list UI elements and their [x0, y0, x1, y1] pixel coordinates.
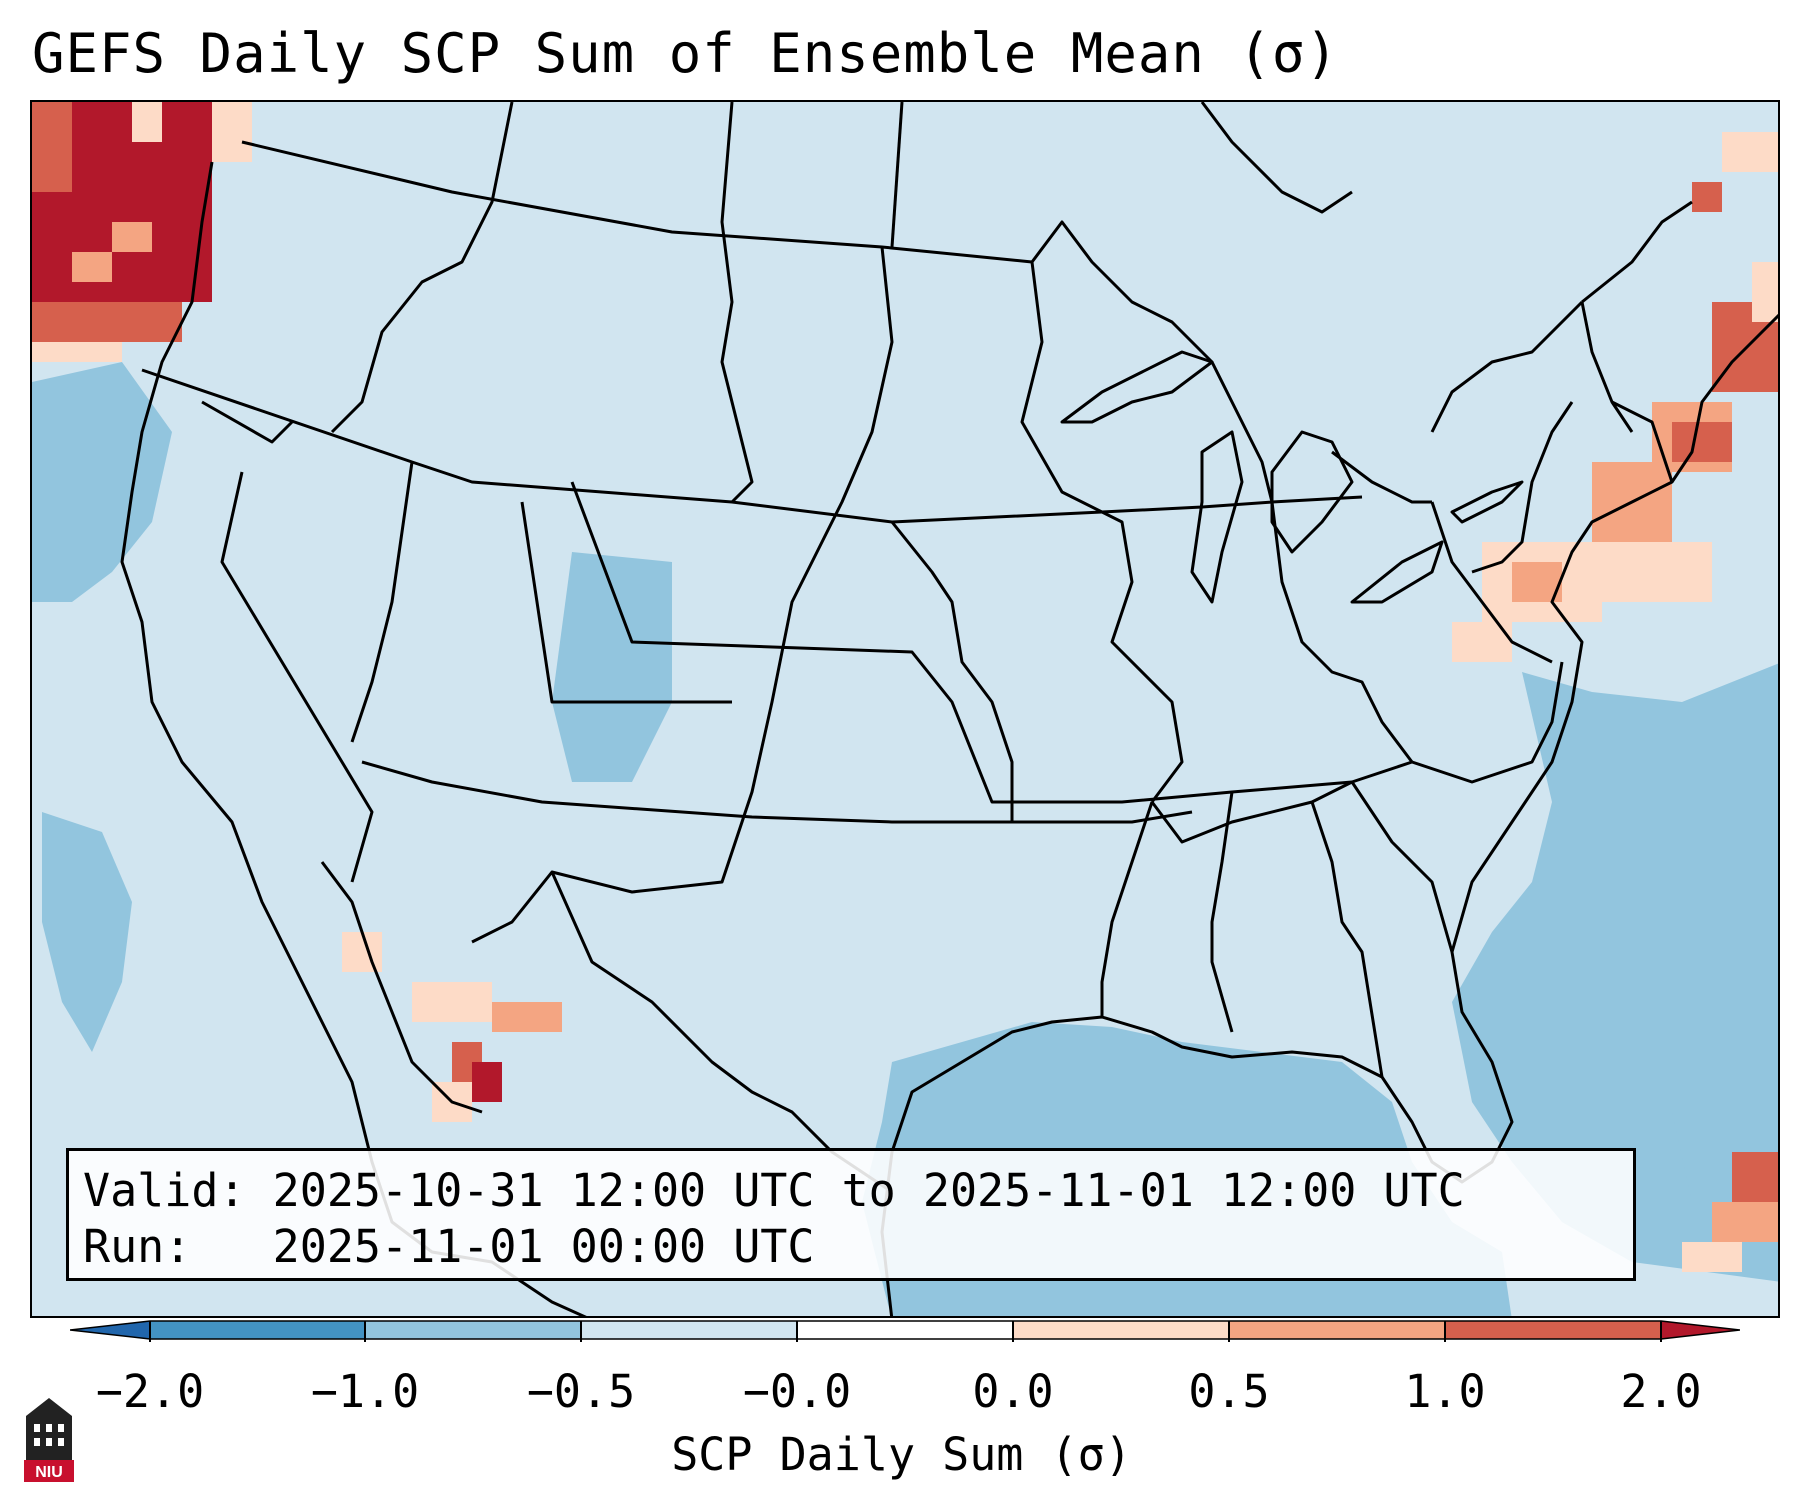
colorbar-label: SCP Daily Sum (σ) — [671, 1428, 1132, 1481]
colorbar-segment-4 — [797, 1321, 1013, 1339]
colorbar-segment-6 — [1229, 1321, 1445, 1339]
colorbar-tick-label: 0.5 — [1188, 1365, 1270, 1418]
map-canvas — [32, 102, 1778, 1316]
colorbar-tick-label: −0.5 — [526, 1365, 636, 1418]
state-boundaries — [141, 102, 1674, 1194]
logo-text: NIU — [35, 1464, 63, 1481]
colorbar-segment-7 — [1445, 1321, 1661, 1339]
map-title: GEFS Daily SCP Sum of Ensemble Mean (σ) — [32, 22, 1339, 85]
positive-anomaly-pacific-nw — [32, 102, 252, 362]
valid-time-text: Valid: 2025-10-31 12:00 UTC to 2025-11-0… — [83, 1164, 1465, 1217]
niu-logo: NIU — [24, 1398, 74, 1482]
positive-anomaly-caribbean — [1682, 1152, 1778, 1272]
valid-run-info-box: Valid: 2025-10-31 12:00 UTC to 2025-11-0… — [66, 1148, 1636, 1281]
colorbar-tick-label: −2.0 — [95, 1365, 205, 1418]
colorbar-tick-label: 0.0 — [972, 1365, 1054, 1418]
colorbar-tick-label: 2.0 — [1620, 1365, 1702, 1418]
colorbar-segment-2 — [365, 1321, 581, 1339]
colorbar-segment-5 — [1013, 1321, 1229, 1339]
colorbar-extend-low — [70, 1321, 150, 1339]
colorbar-tick-label: −0.0 — [742, 1365, 852, 1418]
colorbar-tick-label: 1.0 — [1404, 1365, 1486, 1418]
colorbar-extend-high — [1661, 1321, 1740, 1339]
map-panel — [30, 100, 1780, 1318]
run-time-text: Run: 2025-11-01 00:00 UTC — [83, 1220, 815, 1273]
colorbar-tick-label: −1.0 — [310, 1365, 420, 1418]
positive-anomaly-mexico — [342, 932, 562, 1122]
great-lakes — [1060, 350, 1524, 604]
colorbar-segment-3 — [581, 1321, 797, 1339]
positive-anomaly-northeast — [1452, 132, 1778, 662]
colorbar — [70, 1320, 1740, 1342]
colorbar-segment-1 — [150, 1321, 365, 1339]
